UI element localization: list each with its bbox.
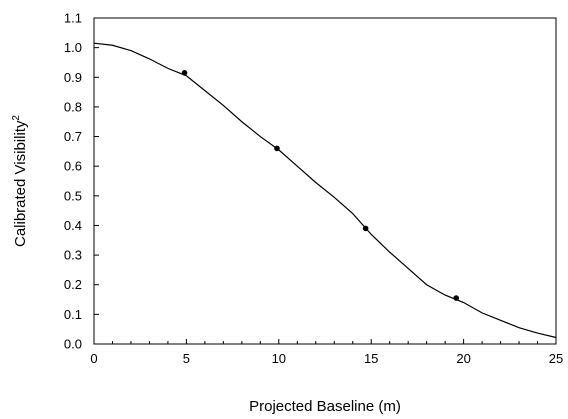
y-tick-label: 1.1: [64, 11, 82, 26]
y-axis-title-superscript: 2: [11, 115, 22, 121]
plot-area-frame: [93, 17, 557, 345]
data-point: [362, 225, 369, 232]
data-points: [181, 70, 460, 301]
y-tick-label: 0.7: [64, 129, 82, 144]
y-tick-label: 0.1: [64, 307, 82, 322]
x-tick-label: 5: [183, 351, 190, 366]
model-curve-line: [93, 42, 557, 339]
x-tick-label: 10: [272, 351, 286, 366]
x-tick-label: 15: [364, 351, 378, 366]
x-axis-title: Projected Baseline (m): [249, 398, 401, 415]
y-tick-label: 0.3: [64, 248, 82, 263]
x-tick-label: 20: [456, 351, 470, 366]
y-tick-label: 0.4: [64, 218, 82, 233]
x-tick-label: 0: [90, 351, 97, 366]
y-axis-title: Calibrated Visibility2: [11, 115, 29, 247]
x-tick-label: 25: [549, 351, 563, 366]
data-point: [181, 70, 188, 76]
y-tick-label: 0.0: [64, 337, 82, 352]
y-axis-title-main: Calibrated Visibility: [12, 120, 29, 247]
y-tick-label: 0.8: [64, 99, 82, 114]
x-axis-tick-labels: 0 5 10 15 20 25: [90, 351, 563, 366]
y-tick-label: 0.2: [64, 277, 82, 292]
x-axis-ticks: [93, 339, 557, 344]
y-tick-label: 1.0: [64, 40, 82, 55]
y-axis-ticks: [94, 17, 99, 345]
data-point: [274, 145, 280, 152]
y-tick-label: 0.5: [64, 188, 82, 203]
y-tick-label: 0.6: [64, 159, 82, 174]
y-axis-tick-labels: 0.0 0.1 0.2 0.3 0.4 0.5 0.6 0.7 0.8 0.9 1.0 1.1: [64, 11, 82, 352]
data-point: [453, 295, 460, 301]
y-tick-label: 0.9: [64, 70, 82, 85]
